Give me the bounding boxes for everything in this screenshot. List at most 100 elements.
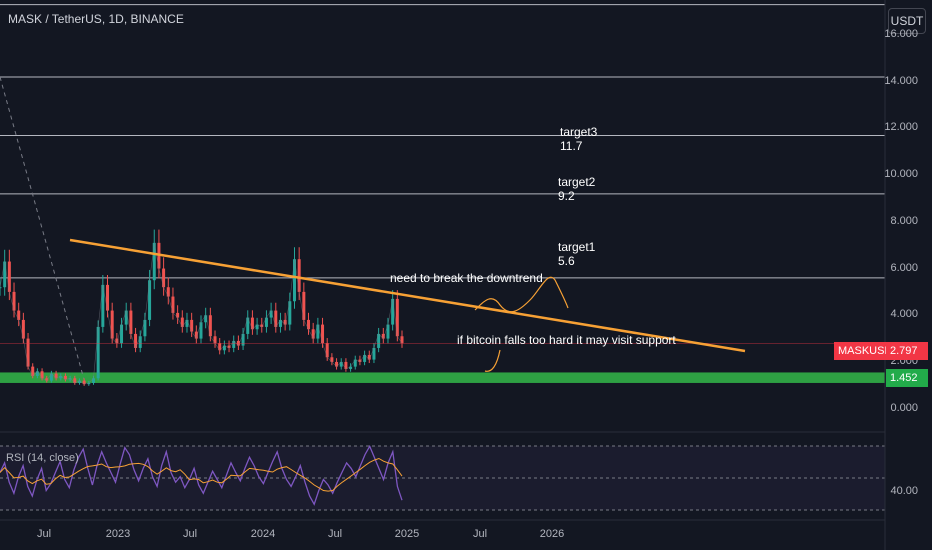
candle-body	[35, 371, 39, 376]
candle-body	[176, 312, 180, 318]
support-price-tag: 1.452	[886, 369, 928, 387]
candle-body	[367, 354, 371, 360]
chart-annotation[interactable]: target3 11.7	[560, 125, 598, 153]
candle-body	[208, 315, 212, 337]
rsi-label: RSI (14, close)	[6, 452, 79, 464]
candle-body	[349, 366, 353, 369]
candle-body	[129, 310, 133, 334]
candle-body	[218, 343, 222, 351]
candle-body	[241, 333, 245, 346]
y-tick-label: 10.000	[884, 168, 918, 181]
y-tick-label: 12.000	[884, 121, 918, 134]
candle-body	[292, 259, 296, 302]
candle-body	[31, 366, 35, 376]
x-tick-label: Jul	[182, 528, 198, 540]
candle-body	[91, 378, 95, 383]
candle-body	[101, 284, 105, 327]
projection-down-curve	[484, 349, 501, 372]
candle-body	[134, 333, 138, 348]
candle-body	[194, 331, 198, 339]
candle-body	[190, 319, 194, 332]
candle-body	[297, 259, 301, 292]
candle-body	[0, 287, 2, 289]
candle-body	[77, 380, 81, 383]
candle-body	[26, 338, 30, 367]
chart-title: MASK / TetherUS, 1D, BINANCE	[8, 12, 184, 26]
x-tick-label: Jul	[36, 528, 52, 540]
chart-annotation[interactable]: if bitcoin falls too hard it may visit s…	[457, 333, 676, 347]
x-tick-label: 2026	[539, 528, 565, 540]
candle-body	[335, 361, 339, 367]
candle-body	[63, 375, 67, 380]
x-tick-label: 2025	[394, 528, 420, 540]
chart-annotation[interactable]: target1 5.6	[558, 240, 596, 268]
support-zone	[0, 372, 885, 383]
candle-body	[213, 336, 217, 344]
candle-body	[166, 287, 170, 297]
candle-body	[330, 357, 334, 362]
candle-body	[171, 296, 175, 313]
candle-body	[152, 242, 156, 281]
candle-body	[377, 333, 381, 348]
x-tick-label: 2024	[250, 528, 276, 540]
candle-body	[106, 284, 110, 311]
rsi-ma-line	[0, 457, 403, 492]
candle-body	[363, 354, 367, 362]
x-tick-label: 2023	[105, 528, 131, 540]
x-tick-label: Jul	[472, 528, 488, 540]
candle-body	[391, 298, 395, 325]
candle-body	[21, 319, 25, 339]
currency-button[interactable]: USDT	[888, 8, 926, 34]
candle-body	[400, 336, 404, 344]
chart-annotation[interactable]: target2 9.2	[558, 175, 596, 203]
candle-body	[82, 380, 86, 385]
candle-body	[96, 326, 100, 379]
candle-body	[49, 373, 53, 381]
candle-body	[339, 361, 343, 367]
candle-body	[316, 324, 320, 339]
candle-body	[255, 324, 259, 330]
candle-body	[204, 315, 208, 323]
y-tick-label: 16.000	[884, 28, 918, 41]
candle-body	[40, 371, 44, 379]
candle-body	[250, 317, 254, 330]
last-price-symbol-tag: MASKUSDT	[834, 342, 904, 360]
candle-body	[185, 319, 189, 327]
candle-body	[180, 317, 184, 327]
y-tick-label: 14.000	[884, 74, 918, 87]
candle-body	[12, 291, 16, 311]
candle-body	[358, 359, 362, 362]
candle-body	[325, 343, 329, 358]
candle-body	[307, 319, 311, 330]
x-tick-label: Jul	[327, 528, 343, 540]
candle-body	[17, 310, 21, 320]
candle-body	[321, 324, 325, 344]
candle-body	[87, 382, 91, 385]
candle-body	[283, 319, 287, 325]
y-tick-label: 4.000	[890, 308, 918, 321]
candle-body	[278, 319, 282, 327]
candle-body	[269, 310, 273, 318]
candle-body	[148, 280, 152, 320]
candle-body	[120, 324, 124, 344]
y-tick-label: 0.000	[890, 401, 918, 414]
candle-body	[372, 347, 376, 360]
candle-body	[395, 298, 399, 337]
candle-body	[222, 345, 226, 351]
y-tick-label: 8.000	[890, 214, 918, 227]
chart-annotation[interactable]: need to break the downtrend	[390, 271, 543, 285]
downtrend-line	[69, 238, 746, 353]
candle-body	[386, 324, 390, 339]
candle-body	[227, 345, 231, 348]
rsi-tick-label: 40.00	[890, 485, 918, 497]
candle-body	[3, 261, 7, 288]
candle-body	[7, 261, 11, 292]
candle-body	[59, 375, 63, 379]
candle-body	[124, 310, 128, 325]
candle-body	[344, 361, 348, 369]
candle-body	[311, 329, 315, 339]
candle-body	[54, 373, 58, 379]
candle-body	[302, 291, 306, 320]
price-line	[0, 242, 403, 385]
